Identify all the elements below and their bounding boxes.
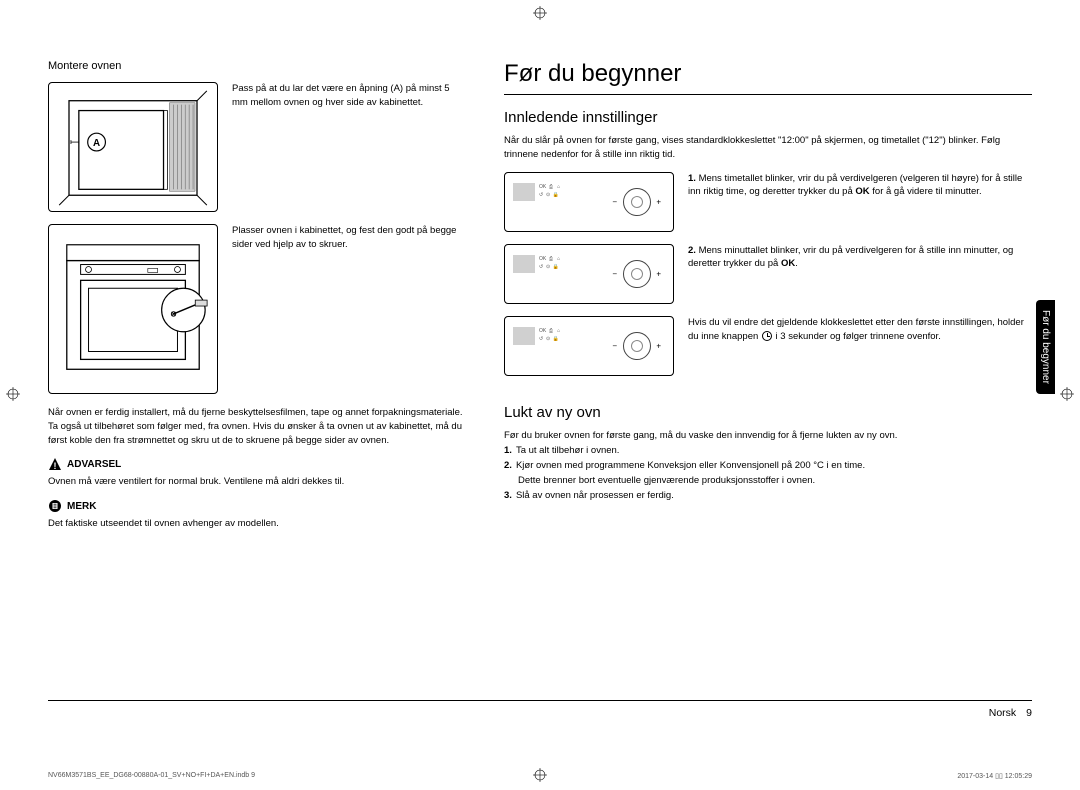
minus-icon: − <box>612 197 617 206</box>
footer-page: 9 <box>1026 707 1032 719</box>
panel-step1: OK ⎙ ⌂↺ ⊙ 🔒 − + <box>504 172 674 232</box>
step3-post: i 3 sekunder og følger trinnene ovenfor. <box>773 331 941 342</box>
figure2-text: Plasser ovnen i kabinettet, og fest den … <box>232 224 468 394</box>
panel-labels: OK ⎙ ⌂↺ ⊙ 🔒 <box>539 327 560 343</box>
knob-icon <box>623 260 651 288</box>
list-item-sub: Dette brenner bort eventuelle gjenværend… <box>518 474 1032 488</box>
svg-text:!: ! <box>54 461 57 471</box>
page-title: Før du begynner <box>504 60 1032 88</box>
knob-icon <box>623 332 651 360</box>
side-tab: Før du begynner <box>1036 300 1055 394</box>
install-para: Når ovnen er ferdig installert, må du fj… <box>48 406 468 447</box>
list-item: 2.Kjør ovnen med programmene Konveksjon … <box>504 459 1032 473</box>
mount-heading: Montere ovnen <box>48 60 468 72</box>
step3-text: Hvis du vil endre det gjeldende klokkesl… <box>688 316 1032 345</box>
step2-row: OK ⎙ ⌂↺ ⊙ 🔒 − + 2. Mens minuttallet blin… <box>504 244 1032 304</box>
figure2 <box>48 224 218 394</box>
warning-text: Ovnen må være ventilert for normal bruk.… <box>48 475 468 489</box>
panel-step2: OK ⎙ ⌂↺ ⊙ 🔒 − + <box>504 244 674 304</box>
smell-heading: Lukt av ny ovn <box>504 404 1032 421</box>
step3-row: OK ⎙ ⌂↺ ⊙ 🔒 − + Hvis du vil endre det gj… <box>504 316 1032 376</box>
panel-step3: OK ⎙ ⌂↺ ⊙ 🔒 − + <box>504 316 674 376</box>
plus-icon: + <box>656 341 661 350</box>
crop-mark-right <box>1060 387 1074 403</box>
initial-settings-heading: Innledende innstillinger <box>504 109 1032 126</box>
note-heading: MERK <box>48 499 468 513</box>
step2-num: 2. <box>688 245 696 256</box>
minus-icon: − <box>612 269 617 278</box>
warning-heading: ! ADVARSEL <box>48 457 468 471</box>
figure1-text: Pass på at du lar det være en åpning (A)… <box>232 82 468 212</box>
crop-mark-bottom <box>533 768 547 784</box>
step1-text: 1. Mens timetallet blinker, vrir du på v… <box>688 172 1032 200</box>
figure1-label-a: A <box>93 138 100 149</box>
footer-lang: Norsk <box>989 707 1016 719</box>
panel-labels: OK ⎙ ⌂↺ ⊙ 🔒 <box>539 183 560 199</box>
minus-icon: − <box>612 341 617 350</box>
knob-icon <box>623 188 651 216</box>
panel-display-icon <box>513 327 535 345</box>
panel-display-icon <box>513 255 535 273</box>
title-rule <box>504 94 1032 95</box>
print-right: 2017-03-14 ▯▯ 12:05:29 <box>957 772 1032 780</box>
note-text: Det faktiske utseendet til ovnen avhenge… <box>48 517 468 531</box>
right-column: Før du begynner Innledende innstillinger… <box>504 60 1032 670</box>
plus-icon: + <box>656 269 661 278</box>
clock-icon <box>762 331 772 341</box>
figure1-row: A Pass på at du lar det være en åpning (… <box>48 82 468 212</box>
smell-list: 1.Ta ut alt tilbehør i ovnen. 2.Kjør ovn… <box>504 444 1032 502</box>
step2-text: 2. Mens minuttallet blinker, vrir du på … <box>688 244 1032 272</box>
warning-icon: ! <box>48 457 62 471</box>
footer: Norsk 9 <box>48 707 1032 719</box>
note-icon <box>48 499 62 513</box>
warning-label: ADVARSEL <box>67 459 121 470</box>
step1-row: OK ⎙ ⌂↺ ⊙ 🔒 − + 1. Mens timetallet blink… <box>504 172 1032 232</box>
crop-mark-left <box>6 387 20 403</box>
list-item: 1.Ta ut alt tilbehør i ovnen. <box>504 444 1032 458</box>
page-content: Montere ovnen <box>48 60 1032 670</box>
crop-mark-top <box>533 6 547 22</box>
note-label: MERK <box>67 501 96 512</box>
footer-rule <box>48 700 1032 701</box>
panel-display-icon <box>513 183 535 201</box>
smell-intro: Før du bruker ovnen for første gang, må … <box>504 429 1032 443</box>
figure1: A <box>48 82 218 212</box>
initial-intro: Når du slår på ovnen for første gang, vi… <box>504 134 1032 162</box>
left-column: Montere ovnen <box>48 60 468 670</box>
figure2-row: Plasser ovnen i kabinettet, og fest den … <box>48 224 468 394</box>
print-left: NV66M3571BS_EE_DG68-00880A-01_SV+NO+FI+D… <box>48 772 255 780</box>
panel-labels: OK ⎙ ⌂↺ ⊙ 🔒 <box>539 255 560 271</box>
step1-num: 1. <box>688 173 696 184</box>
plus-icon: + <box>656 197 661 206</box>
list-item: 3.Slå av ovnen når prosessen er ferdig. <box>504 489 1032 503</box>
